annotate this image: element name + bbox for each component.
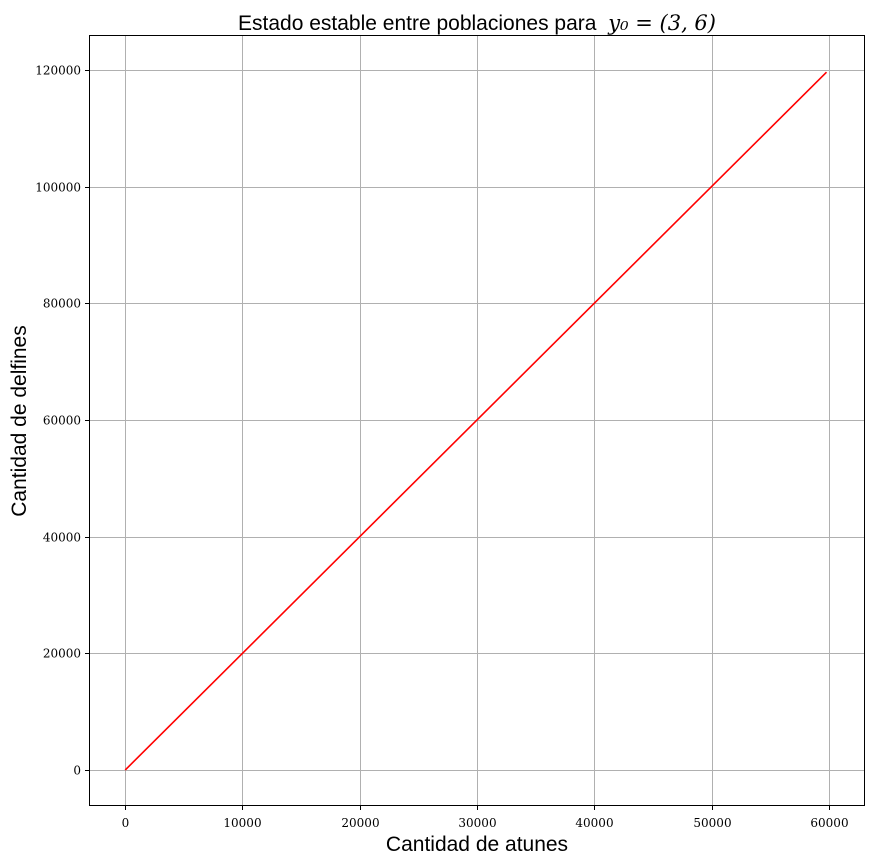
chart-title: Estado estable entre poblaciones para y₀… xyxy=(238,11,716,35)
series-layer xyxy=(124,71,828,771)
y-tick-label: 100000 xyxy=(35,181,81,195)
y-tick-label: 60000 xyxy=(43,414,81,428)
x-tick-label: 60000 xyxy=(810,816,848,830)
grid xyxy=(90,36,864,805)
y-tick-label: 40000 xyxy=(43,531,81,545)
x-axis-label: Cantidad de atunes xyxy=(386,833,568,856)
x-tick-label: 10000 xyxy=(223,816,261,830)
y-tick-label: 80000 xyxy=(43,297,81,311)
chart-title-math: y₀ = (3, 6) xyxy=(607,11,716,35)
x-tick-label: 20000 xyxy=(341,816,379,830)
x-tick-label: 50000 xyxy=(693,816,731,830)
y-tick-label: 120000 xyxy=(35,64,81,78)
chart-title-text: Estado estable entre poblaciones para xyxy=(238,12,597,35)
series-line xyxy=(124,71,828,771)
x-tick-label: 30000 xyxy=(458,816,496,830)
x-tick-label: 0 xyxy=(122,816,130,830)
y-axis-label: Cantidad de delfines xyxy=(8,325,31,516)
y-tick-label: 20000 xyxy=(43,647,81,661)
x-tick-label: 40000 xyxy=(575,816,613,830)
y-tick-label: 0 xyxy=(73,764,81,778)
ticks: 0 10000 20000 30000 40000 50000 60000 0 20000 400… xyxy=(35,64,848,831)
